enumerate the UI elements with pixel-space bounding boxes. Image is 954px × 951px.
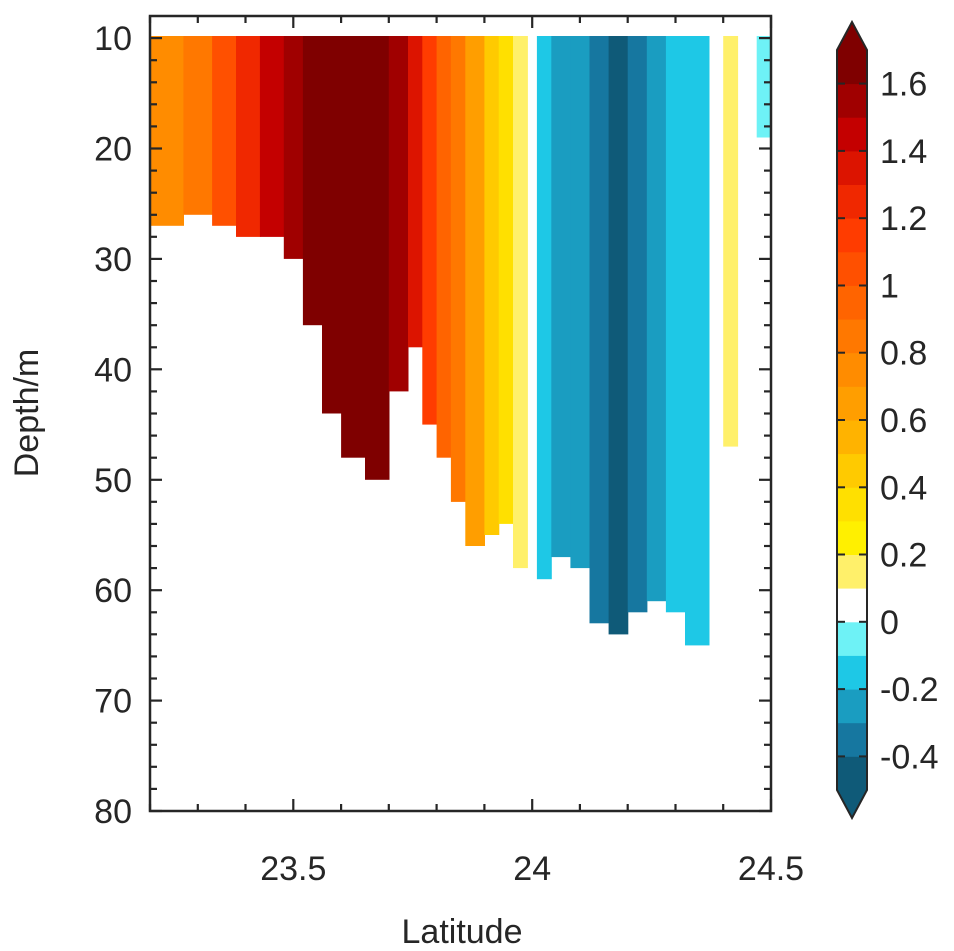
- colorbar-segment-6: [837, 554, 867, 589]
- colorbar-segment-21: [837, 50, 867, 85]
- colorbar-segment-13: [837, 319, 867, 354]
- data-band-3: [236, 36, 261, 237]
- colorbar-segment-2: [837, 689, 867, 724]
- colorbar-tick-label: 1.4: [880, 133, 927, 171]
- y-tick-label: 40: [94, 351, 132, 389]
- colorbar-tick-label: 0.8: [880, 335, 927, 373]
- data-band-21: [551, 36, 571, 558]
- colorbar-tick-label: -0.4: [880, 738, 939, 776]
- y-tick-label: 50: [94, 462, 132, 500]
- colorbar-tick-label: 1: [880, 268, 899, 306]
- y-tick-label: 60: [94, 572, 132, 610]
- colorbar-segment-7: [837, 520, 867, 555]
- colorbar-tick-label: 1.6: [880, 66, 927, 104]
- y-tick-label: 70: [94, 683, 132, 721]
- colorbar-segment-0: [837, 756, 867, 791]
- data-band-11: [408, 36, 423, 348]
- data-band-30: [723, 36, 739, 447]
- colorbar-tick-label: 0.6: [880, 402, 927, 440]
- y-tick-label: 30: [94, 241, 132, 279]
- colorbar-segment-16: [837, 218, 867, 253]
- data-band-16: [484, 36, 500, 536]
- y-tick-label: 10: [94, 20, 132, 58]
- colorbar-segment-5: [837, 588, 867, 623]
- colorbar-segment-1: [837, 722, 867, 757]
- x-tick-label: 24.5: [738, 850, 804, 888]
- data-band-17: [498, 36, 514, 524]
- data-band-0: [150, 36, 184, 226]
- data-band-22: [570, 36, 591, 569]
- colorbar-segment-12: [837, 352, 867, 387]
- data-band-28: [685, 36, 710, 646]
- x-tick-label: 24: [513, 850, 551, 888]
- data-band-8: [341, 36, 366, 458]
- colorbar-tick-label: -0.2: [880, 671, 939, 709]
- data-band-25: [627, 36, 648, 613]
- data-field: [150, 36, 771, 646]
- data-band-6: [302, 36, 323, 326]
- colorbar-tick-label: 0: [880, 604, 899, 642]
- data-band-2: [212, 36, 237, 226]
- colorbar-segment-19: [837, 117, 867, 152]
- y-tick-label: 20: [94, 131, 132, 169]
- x-tick-labels: 23.5 24 24.5: [260, 850, 804, 888]
- colorbar-segment-14: [837, 285, 867, 320]
- y-tick-labels: 10 20 30 40 50 60 70 80: [94, 20, 132, 831]
- data-band-7: [322, 36, 342, 414]
- data-band-20: [536, 36, 552, 580]
- colorbar-segment-9: [837, 453, 867, 488]
- data-band-27: [665, 36, 686, 613]
- colorbar-segment-20: [837, 83, 867, 118]
- x-tick-label: 23.5: [260, 850, 326, 888]
- data-band-23: [589, 36, 610, 624]
- data-band-13: [436, 36, 452, 458]
- colorbar-segment-18: [837, 150, 867, 185]
- data-band-5: [283, 36, 304, 259]
- data-band-10: [388, 36, 409, 392]
- colorbar-segment-10: [837, 420, 867, 455]
- colorbar-segment-17: [837, 184, 867, 219]
- colorbar-tick-label: 0.2: [880, 537, 927, 575]
- data-band-32: [756, 36, 771, 138]
- colorbar-tick-label: 0.4: [880, 469, 927, 507]
- data-band-4: [259, 36, 285, 237]
- y-axis-label: Depth/m: [8, 349, 46, 478]
- colorbar-segment-8: [837, 487, 867, 522]
- data-band-26: [646, 36, 667, 602]
- colorbar-segment-15: [837, 251, 867, 286]
- y-tick-label: 80: [94, 793, 132, 831]
- data-band-18: [513, 36, 528, 569]
- x-axis-label: Latitude: [402, 913, 523, 951]
- data-band-12: [422, 36, 438, 425]
- axis-ticks: [148, 16, 773, 813]
- colorbar-tick-label: 1.2: [880, 200, 927, 238]
- colorbar-segment-4: [837, 621, 867, 656]
- data-band-1: [183, 36, 213, 215]
- data-band-24: [608, 36, 629, 635]
- data-band-14: [450, 36, 466, 502]
- colorbar-segment-3: [837, 655, 867, 690]
- colorbar-bottom-arrow: [837, 790, 867, 818]
- colorbar-outline: [836, 19, 868, 821]
- colorbar-top-arrow: [837, 22, 867, 50]
- data-band-9: [365, 36, 390, 480]
- colorbar-segment-11: [837, 386, 867, 421]
- data-band-15: [465, 36, 485, 547]
- colorbar: -0.4 -0.2 0 0.2 0.4 0.6 0.8 1 1.2 1.4 1.6: [836, 19, 939, 821]
